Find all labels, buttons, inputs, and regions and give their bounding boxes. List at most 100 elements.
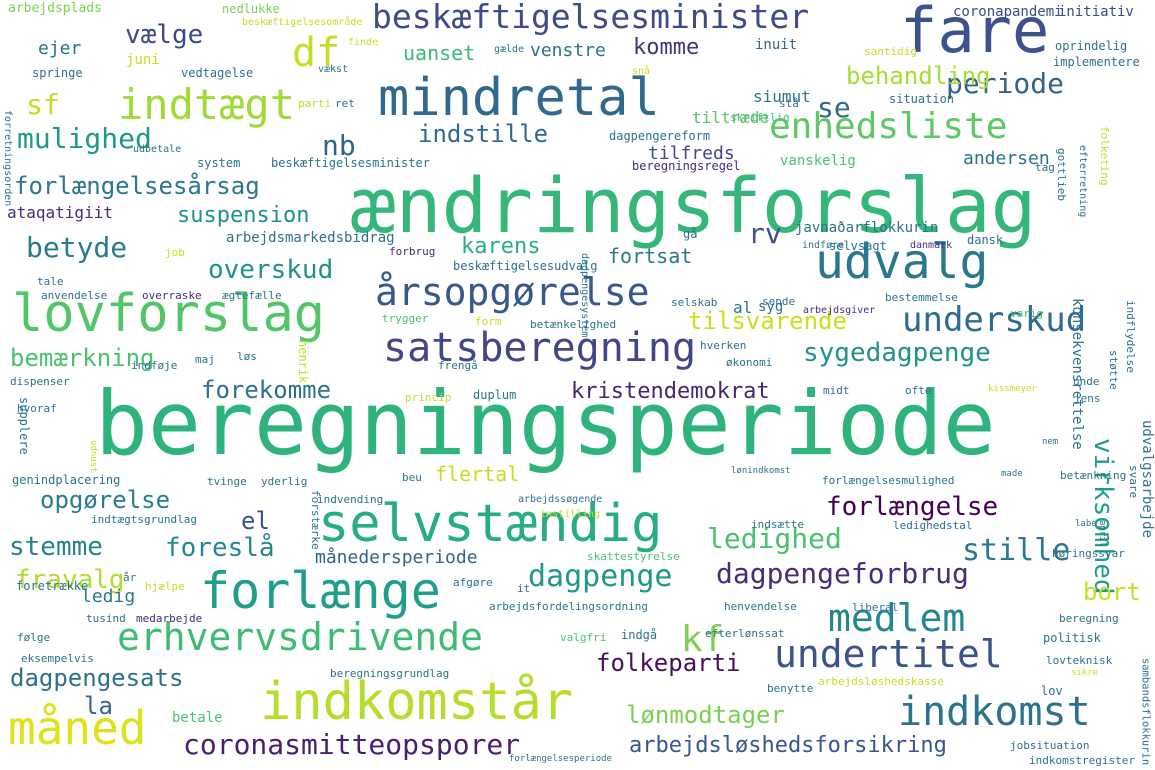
word: duplum <box>473 388 517 402</box>
word: forstærke <box>309 490 322 550</box>
word: skriftlig <box>730 111 790 124</box>
word: indtægtsgrundlag <box>91 513 197 526</box>
word: valgfri <box>560 631 607 644</box>
word: lønmodtager <box>626 701 785 729</box>
word: udvalg <box>815 234 989 290</box>
word: initiativ <box>1058 4 1134 20</box>
word: gottlieb <box>1055 148 1068 201</box>
word: indstille <box>418 120 549 148</box>
word: dagpengesats <box>10 664 184 692</box>
word: tilsvarende <box>688 307 847 335</box>
word: dagpengeforbrug <box>716 557 969 590</box>
word: arbejdsfordelingsordning <box>489 600 648 613</box>
word: beregningsgrundlag <box>330 667 450 680</box>
word: betale <box>172 710 223 726</box>
word: lønindkomst <box>731 466 791 476</box>
word: kissmeyer <box>988 384 1037 394</box>
word: princip <box>405 391 452 404</box>
word: finde <box>348 37 379 48</box>
word: genindplacering <box>12 473 121 487</box>
word: ejer <box>38 38 82 59</box>
word: hvoraf <box>17 402 57 415</box>
word: ataqatigiit <box>7 203 113 222</box>
word: vedtagelse <box>181 66 254 80</box>
word: nedlukke <box>222 2 280 16</box>
word: stå <box>779 97 799 110</box>
word: ledighedstal <box>893 519 973 532</box>
word: lov <box>1041 684 1063 698</box>
word: løs <box>237 350 257 363</box>
word: indflydelse <box>1124 300 1137 373</box>
word: økonomi <box>726 356 773 369</box>
word: suspension <box>177 203 310 228</box>
word: medlem <box>828 596 966 640</box>
word: juni <box>126 52 160 68</box>
word: skattestyrelse <box>587 550 680 563</box>
word: beregningsregel <box>632 159 741 173</box>
word: tusind <box>86 612 126 625</box>
word: beskæftigelsesområde <box>242 17 363 28</box>
word: udnust <box>88 440 98 473</box>
word: arbejdsplads <box>8 1 102 16</box>
word: forretningsorden <box>2 110 13 207</box>
word: made <box>1001 469 1023 479</box>
word: arbejdsmarkedsbidrag <box>226 230 395 246</box>
word: liberal <box>852 601 899 614</box>
word: udvalgsarbejde <box>1139 420 1155 539</box>
word: indsætte <box>751 518 804 531</box>
word: bestemmelse <box>885 291 958 304</box>
word: supplere <box>17 397 31 455</box>
word: kf <box>681 619 725 660</box>
word: santidig <box>864 45 917 58</box>
word: følge <box>17 631 51 644</box>
word: bemærkning <box>10 344 155 372</box>
word: opgørelse <box>40 486 171 514</box>
word: fare <box>900 0 1050 67</box>
word: coronasmitteopsporer <box>183 728 521 761</box>
word: jobsituation <box>1010 739 1090 752</box>
word: enhedsliste <box>769 106 1008 147</box>
word: se <box>817 91 851 124</box>
word: behandling <box>846 62 991 90</box>
word: maj <box>195 353 215 366</box>
word: sygedagpenge <box>803 338 991 368</box>
word: folketing <box>1098 126 1111 186</box>
word: forlængelsesperiode <box>509 754 612 764</box>
word: tale <box>37 275 64 288</box>
word: forlængelsesårsag <box>14 172 260 200</box>
word: coronapandemi <box>953 4 1063 20</box>
word: lovteknisk <box>1046 654 1113 667</box>
word: sende <box>762 295 796 308</box>
word: al <box>733 298 753 317</box>
word: konsekvensrettelse <box>1069 298 1085 450</box>
word: sf <box>26 88 60 121</box>
word: erhvervsdrivende <box>117 615 484 659</box>
word: indføje <box>131 359 178 372</box>
word: anvendelse <box>41 289 108 302</box>
word: høringssvar <box>1052 547 1125 560</box>
word: nb <box>322 129 356 162</box>
word: andersen <box>963 148 1050 169</box>
word: mindretal <box>378 68 660 128</box>
word: karens <box>461 234 541 259</box>
word: indkomstår <box>260 672 574 732</box>
word: beskæftigelsesminister <box>271 156 430 170</box>
word: indvending <box>317 493 384 506</box>
word: uanset <box>403 41 476 65</box>
word: arbejdsløshedskasse <box>818 675 944 688</box>
word: dansk <box>967 233 1004 247</box>
word: oprindelig <box>1055 39 1128 53</box>
word: satsberegning <box>383 325 697 371</box>
word: inuit <box>755 37 798 53</box>
word: dagpenge <box>528 559 673 594</box>
word: beregning <box>1059 612 1119 625</box>
word: folkeparti <box>596 649 741 677</box>
word: it <box>517 582 531 595</box>
word: trygger <box>382 312 429 325</box>
word: udbetale <box>133 144 182 155</box>
word: vækst <box>318 64 349 75</box>
word: virksomhed <box>1088 438 1118 595</box>
word: venstre <box>530 40 606 61</box>
word: selvstændig <box>318 494 663 554</box>
word: indkomstregister <box>1029 754 1135 767</box>
